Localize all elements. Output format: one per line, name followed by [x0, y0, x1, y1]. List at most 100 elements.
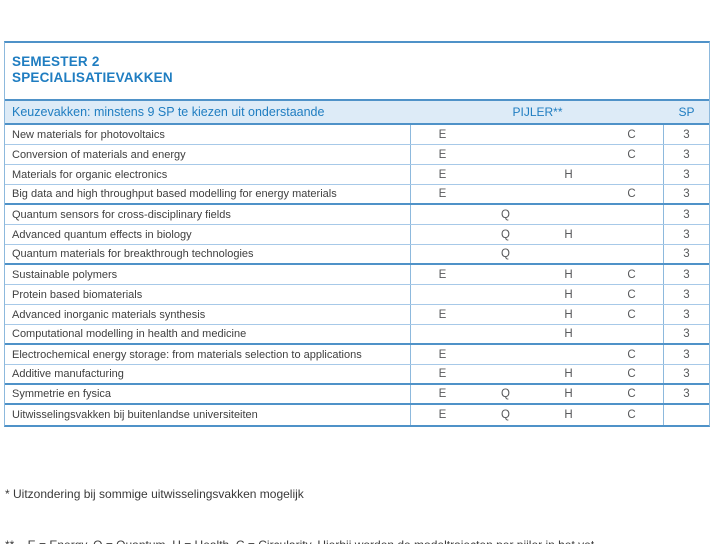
footnotes: * Uitzondering bij sommige uitwisselings…	[5, 452, 705, 544]
sp-cell: 3	[663, 185, 709, 203]
table-row: New materials for photovoltaics E C 3	[5, 125, 709, 145]
sp-cell: 3	[663, 345, 709, 364]
course-name: Advanced quantum effects in biology	[12, 228, 192, 241]
pillar-health-cell: H	[564, 168, 573, 181]
pillar-health-cell: H	[564, 328, 573, 340]
sp-cell: 3	[663, 125, 709, 144]
course-name-cell: Advanced inorganic materials synthesis	[5, 305, 411, 324]
course-name: Big data and high throughput based model…	[12, 188, 337, 200]
course-name-cell: Electrochemical energy storage: from mat…	[5, 345, 411, 364]
course-name-cell: Quantum sensors for cross-disciplinary f…	[5, 205, 411, 224]
course-name: Sustainable polymers	[12, 268, 118, 281]
sp-cell: 3	[663, 305, 709, 324]
pillar-circularity-cell: C	[627, 368, 636, 380]
course-name-cell: Quantum materials for breakthrough techn…	[5, 245, 411, 263]
pillar-quantum-cell: Q	[501, 388, 510, 400]
sp-cell: 3	[663, 145, 709, 164]
pillar-energy-cell: E	[438, 308, 447, 321]
course-name-cell: Big data and high throughput based model…	[5, 185, 411, 203]
table-row: Protein based biomaterials H C 3	[5, 285, 709, 305]
pillar-energy-cell: E	[438, 368, 447, 380]
pillar-energy-cell: E	[438, 148, 447, 161]
table-row: Electrochemical energy storage: from mat…	[5, 345, 709, 365]
table-row: Quantum materials for breakthrough techn…	[5, 245, 709, 265]
sp-cell	[663, 405, 709, 425]
footnote-line: ** E = Energy, Q = Quantum, H = Health, …	[5, 537, 705, 544]
sp-cell: 3	[663, 265, 709, 284]
table-row: Big data and high throughput based model…	[5, 185, 709, 205]
pillar-quantum-cell: Q	[501, 208, 510, 221]
sp-cell: 3	[663, 285, 709, 304]
table-body: New materials for photovoltaics E C 3 Co…	[5, 125, 709, 425]
pillar-health-cell: H	[564, 288, 573, 301]
sp-cell: 3	[663, 165, 709, 184]
pillar-circularity-cell: C	[627, 308, 636, 321]
pillar-quantum-cell: Q	[501, 409, 510, 421]
course-name: Quantum sensors for cross-disciplinary f…	[12, 208, 231, 221]
pillar-energy-cell: E	[438, 188, 447, 200]
pillar-health-cell: H	[564, 228, 573, 241]
course-name-cell: Additive manufacturing	[5, 365, 411, 383]
course-name: New materials for photovoltaics	[12, 128, 165, 141]
sp-cell: 3	[663, 205, 709, 224]
pillar-energy-cell: E	[438, 268, 447, 281]
pillar-health-cell: H	[564, 388, 573, 400]
course-name-cell: Symmetrie en fysica	[5, 385, 411, 403]
table-row: Sustainable polymers E H C 3	[5, 265, 709, 285]
pillar-energy-cell: E	[438, 388, 447, 400]
pillar-health-cell: H	[564, 268, 573, 281]
pillar-circularity-cell: C	[627, 268, 636, 281]
course-name: Advanced inorganic materials synthesis	[12, 308, 206, 321]
course-name-cell: Materials for organic electronics	[5, 165, 411, 184]
sp-cell: 3	[663, 325, 709, 343]
pillar-circularity-cell: C	[627, 388, 636, 400]
table-row: Quantum sensors for cross-disciplinary f…	[5, 205, 709, 225]
table-row: Additive manufacturing E H C 3	[5, 365, 709, 385]
pillar-energy-cell: E	[438, 168, 447, 181]
course-name-cell: Uitwisselingsvakken bij buitenlandse uni…	[5, 405, 411, 425]
pillar-circularity-cell: C	[627, 409, 636, 421]
course-name: Uitwisselingsvakken bij buitenlandse uni…	[12, 409, 258, 421]
pillar-energy-cell: E	[438, 128, 447, 141]
table-title-line2: SPECIALISATIEVAKKEN	[12, 70, 173, 85]
course-name: Additive manufacturing	[12, 368, 124, 380]
sp-cell: 3	[663, 365, 709, 383]
sp-column-header: SP	[678, 105, 695, 119]
pillar-health-cell: H	[564, 308, 573, 321]
pillar-circularity-cell: C	[627, 348, 636, 361]
course-name-cell: Computational modelling in health and me…	[5, 325, 411, 343]
pillar-health-cell: H	[564, 409, 573, 421]
table-row: Advanced inorganic materials synthesis E…	[5, 305, 709, 325]
sp-cell: 3	[663, 385, 709, 403]
pillar-circularity-cell: C	[627, 148, 636, 161]
pillar-energy-cell: E	[438, 409, 447, 421]
table-row: Materials for organic electronics E H 3	[5, 165, 709, 185]
table-title: SEMESTER 2 SPECIALISATIEVAKKEN	[5, 43, 709, 99]
table-row: Computational modelling in health and me…	[5, 325, 709, 345]
course-name: Quantum materials for breakthrough techn…	[12, 248, 254, 260]
pijler-column-header: PIJLER**	[512, 105, 563, 119]
course-name-cell: New materials for photovoltaics	[5, 125, 411, 144]
pillar-health-cell: H	[564, 368, 573, 380]
table-row: Uitwisselingsvakken bij buitenlandse uni…	[5, 405, 709, 425]
course-name: Materials for organic electronics	[12, 168, 168, 181]
course-name: Computational modelling in health and me…	[12, 328, 247, 340]
sp-cell: 3	[663, 225, 709, 244]
table-row: Conversion of materials and energy E C 3	[5, 145, 709, 165]
sp-cell: 3	[663, 245, 709, 263]
pillar-quantum-cell: Q	[501, 248, 510, 260]
table-row: Advanced quantum effects in biology Q H …	[5, 225, 709, 245]
course-name: Protein based biomaterials	[12, 288, 143, 301]
course-name-cell: Conversion of materials and energy	[5, 145, 411, 164]
pillar-circularity-cell: C	[627, 288, 636, 301]
course-table: SEMESTER 2 SPECIALISATIEVAKKEN Keuzevakk…	[4, 41, 710, 427]
course-name-cell: Sustainable polymers	[5, 265, 411, 284]
keuzevakken-header-label: Keuzevakken: minstens 9 SP te kiezen uit…	[12, 105, 325, 119]
pillar-circularity-cell: C	[627, 128, 636, 141]
table-title-line1: SEMESTER 2	[12, 54, 100, 69]
keuzevakken-header-row: Keuzevakken: minstens 9 SP te kiezen uit…	[5, 99, 709, 125]
course-name-cell: Protein based biomaterials	[5, 285, 411, 304]
course-name-cell: Advanced quantum effects in biology	[5, 225, 411, 244]
pillar-quantum-cell: Q	[501, 228, 510, 241]
